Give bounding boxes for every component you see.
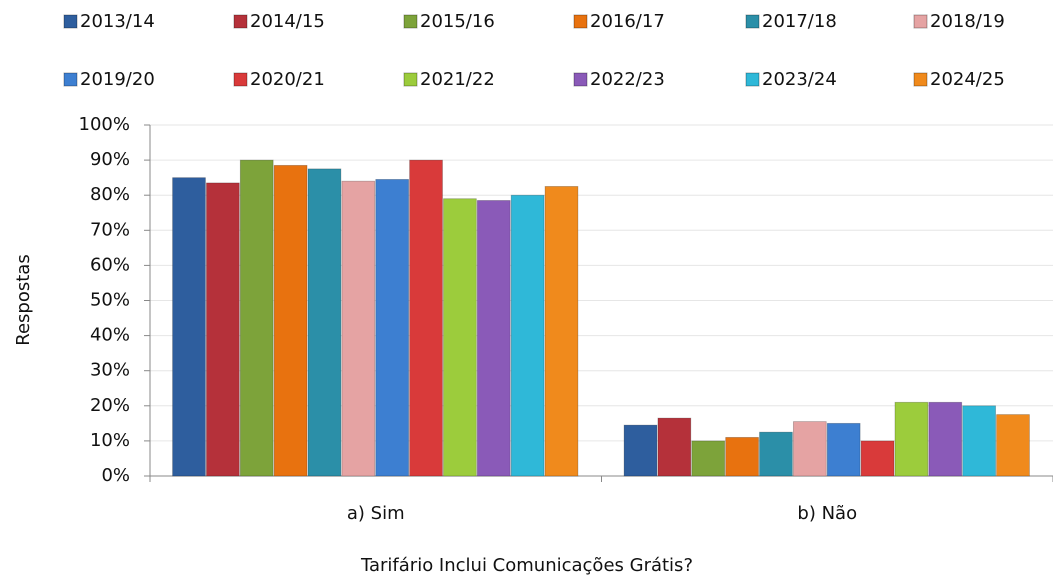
legend-swatch: [745, 72, 760, 87]
bar: [962, 405, 996, 477]
y-tick-label: 30%: [90, 360, 130, 381]
bar: [307, 168, 342, 477]
y-tick-label: 50%: [90, 290, 130, 311]
bar: [623, 424, 658, 477]
bar: [894, 401, 929, 477]
bar: [792, 421, 827, 477]
bar: [996, 414, 1030, 477]
bar: [409, 159, 443, 477]
legend-label: 2018/19: [930, 11, 1005, 32]
y-tick-label: 40%: [90, 325, 130, 346]
legend-label: 2015/16: [420, 11, 495, 32]
bar: [476, 200, 511, 477]
legend-label: 2021/22: [420, 69, 495, 90]
legend-label: 2013/14: [80, 11, 155, 32]
legend-swatch: [745, 14, 760, 29]
y-tick-label: 90%: [90, 149, 130, 170]
bar: [443, 198, 477, 477]
y-tick-label: 0%: [101, 465, 130, 486]
bar: [691, 440, 726, 477]
legend-swatch: [403, 14, 418, 29]
legend-swatch: [913, 72, 928, 87]
legend-label: 2024/25: [930, 69, 1005, 90]
legend-swatch: [573, 14, 588, 29]
bar: [206, 182, 240, 477]
legend-label: 2014/15: [250, 11, 325, 32]
y-tick-label: 70%: [90, 219, 130, 240]
legend-swatch: [233, 72, 248, 87]
legend-label: 2016/17: [590, 11, 665, 32]
bar: [759, 431, 793, 477]
legend-label: 2020/21: [250, 69, 325, 90]
bar: [273, 164, 308, 477]
legend-swatch: [403, 72, 418, 87]
x-axis-title: Tarifário Inclui Comunicações Grátis?: [360, 555, 693, 576]
y-tick-label: 10%: [90, 430, 130, 451]
x-tick-label: a) Sim: [347, 503, 405, 524]
bar: [239, 159, 274, 477]
y-tick-label: 100%: [79, 114, 130, 135]
y-tick-label: 80%: [90, 184, 130, 205]
legend-swatch: [233, 14, 248, 29]
bar: [725, 436, 759, 477]
legend-label: 2019/20: [80, 69, 155, 90]
legend-swatch: [63, 72, 78, 87]
y-axis-title: Respostas: [13, 254, 34, 345]
legend-swatch: [63, 14, 78, 29]
legend-label: 2023/24: [762, 69, 837, 90]
x-tick-label: b) Não: [797, 503, 857, 524]
legend-swatch: [913, 14, 928, 29]
bar: [544, 186, 579, 477]
bar: [657, 417, 692, 477]
bar: [928, 401, 963, 477]
legend-swatch: [573, 72, 588, 87]
bar: [826, 422, 861, 477]
bar: [341, 180, 376, 477]
bar: [860, 440, 895, 477]
y-tick-label: 20%: [90, 395, 130, 416]
legend-label: 2017/18: [762, 11, 837, 32]
bar: [375, 179, 410, 477]
legend-label: 2022/23: [590, 69, 665, 90]
y-tick-label: 60%: [90, 254, 130, 275]
bar: [172, 177, 206, 477]
bar: [510, 194, 545, 477]
